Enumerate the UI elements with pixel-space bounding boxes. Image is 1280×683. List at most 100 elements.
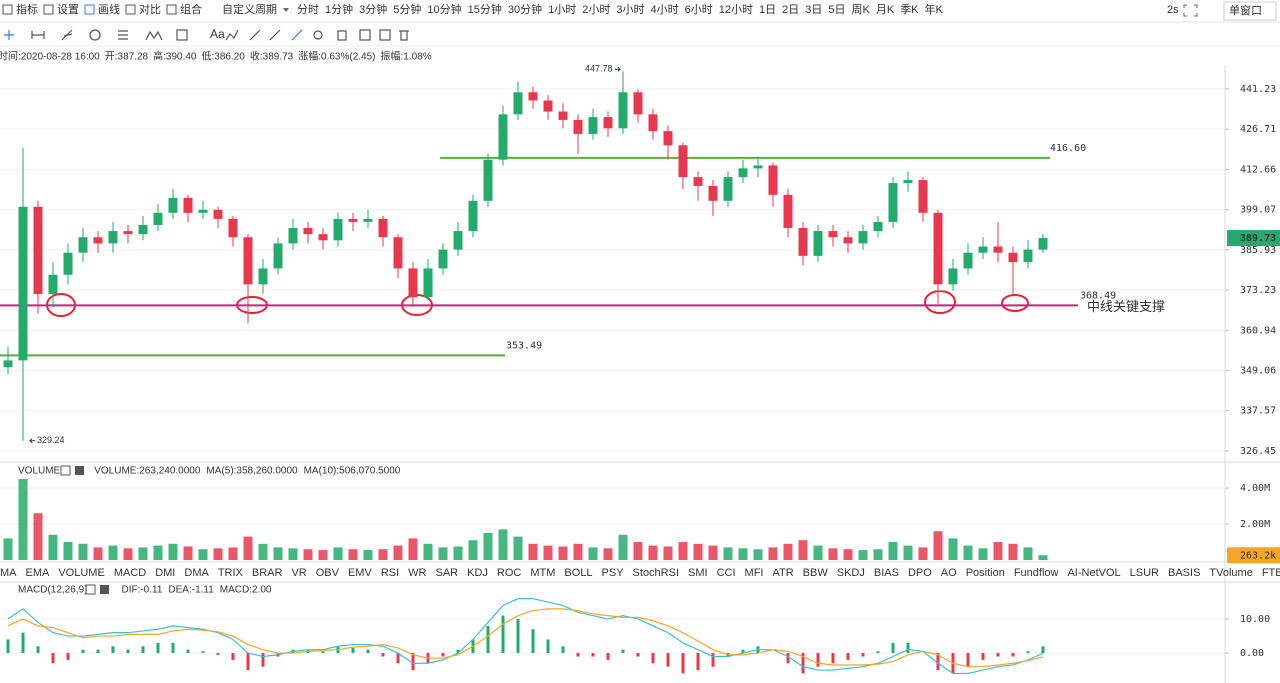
line-tool[interactable] bbox=[31, 31, 45, 39]
indicator-tab[interactable]: WR bbox=[408, 567, 426, 579]
ruler-tool[interactable] bbox=[269, 29, 281, 41]
period-button[interactable]: 3日 bbox=[805, 4, 822, 16]
indicator-tab[interactable]: BASIS bbox=[1168, 567, 1200, 579]
visible-tool[interactable] bbox=[359, 29, 371, 41]
indicator-tab[interactable]: PSY bbox=[602, 567, 625, 579]
period-button[interactable]: 2小时 bbox=[582, 3, 610, 16]
tool-button[interactable]: 组合 bbox=[180, 2, 202, 16]
indicator-tab[interactable]: BOLL bbox=[564, 567, 592, 579]
indicator-tab[interactable]: EMV bbox=[348, 567, 373, 579]
indicator-tab[interactable]: DPO bbox=[908, 567, 932, 579]
tool-icon[interactable] bbox=[43, 4, 54, 15]
indicator-tab[interactable]: MTM bbox=[530, 567, 555, 579]
indicator-tab[interactable]: MACD bbox=[114, 567, 146, 579]
period-button[interactable]: 年K bbox=[925, 2, 944, 16]
tool-icon[interactable] bbox=[166, 4, 177, 15]
indicator-tab[interactable]: MFI bbox=[745, 567, 764, 579]
indicator-tab[interactable]: TRIX bbox=[218, 567, 244, 579]
indicator-tab[interactable]: VOLUME bbox=[58, 567, 104, 579]
period-button[interactable]: 月K bbox=[876, 4, 895, 16]
indicator-tab[interactable]: SMI bbox=[688, 567, 708, 579]
indicator-tab[interactable]: EMA bbox=[26, 567, 51, 579]
period-button[interactable]: 4小时 bbox=[651, 3, 679, 16]
indicator-tab[interactable]: Position bbox=[966, 567, 1005, 579]
indicator-tab[interactable]: BRAR bbox=[252, 567, 283, 579]
indicator-tab[interactable]: CCI bbox=[717, 567, 736, 579]
candle-body bbox=[573, 119, 583, 134]
period-button[interactable]: 30分钟 bbox=[508, 2, 542, 16]
period-button[interactable]: 5日 bbox=[828, 4, 845, 16]
period-button[interactable]: 5分钟 bbox=[393, 2, 421, 16]
indicator-tab[interactable]: OBV bbox=[316, 567, 340, 579]
window-select[interactable] bbox=[1223, 1, 1277, 21]
period-button[interactable]: 1小时 bbox=[548, 3, 576, 16]
close-icon[interactable] bbox=[75, 466, 84, 475]
indicator-tab[interactable]: AI-NetVOL bbox=[1067, 567, 1120, 579]
period-button[interactable]: 周K bbox=[852, 3, 871, 16]
indicator-tab[interactable]: FTBS bbox=[1262, 567, 1280, 579]
period-button[interactable]: 10分钟 bbox=[427, 2, 461, 16]
fullscreen-icon[interactable] bbox=[1183, 4, 1198, 17]
tool-icon[interactable] bbox=[84, 4, 95, 15]
indicator-tab[interactable]: BBW bbox=[803, 567, 829, 579]
period-button[interactable]: 3分钟 bbox=[359, 2, 387, 16]
indicator-tab[interactable]: TVolume bbox=[1209, 567, 1252, 579]
delete-tool[interactable] bbox=[399, 30, 409, 41]
tool-button[interactable]: 对比 bbox=[139, 2, 161, 16]
tool-button[interactable]: 画线 bbox=[98, 2, 120, 16]
indicator-tab[interactable]: DMA bbox=[184, 567, 209, 579]
custom-period[interactable]: 自定义周期 bbox=[222, 2, 277, 16]
export-tool[interactable] bbox=[379, 29, 391, 41]
wave-tool[interactable] bbox=[145, 30, 163, 41]
indicator-tab[interactable]: BIAS bbox=[874, 567, 899, 579]
period-button[interactable]: 季K bbox=[900, 3, 919, 16]
indicator-tab[interactable]: RSI bbox=[381, 567, 399, 579]
indicator-tab[interactable]: LSUR bbox=[1130, 567, 1159, 579]
tool-icon[interactable] bbox=[125, 4, 136, 15]
candle-body bbox=[1023, 249, 1033, 263]
drawing-tools[interactable] bbox=[4, 29, 409, 41]
volume-bar bbox=[813, 545, 823, 560]
indicator-tab[interactable]: Fundflow bbox=[1014, 567, 1059, 579]
indicator-tab[interactable]: ATR bbox=[772, 567, 793, 579]
tool-icon[interactable] bbox=[2, 4, 13, 15]
tool-button[interactable]: 指标 bbox=[16, 2, 38, 16]
text-tool[interactable]: Aa bbox=[210, 27, 225, 41]
indicator-tab[interactable]: KDJ bbox=[467, 567, 488, 579]
close-icon[interactable] bbox=[100, 585, 109, 594]
macd-bar bbox=[606, 653, 610, 660]
volume-bar bbox=[408, 538, 418, 560]
settings-icon[interactable] bbox=[60, 465, 71, 476]
period-button[interactable]: 2日 bbox=[782, 4, 799, 16]
period-button[interactable]: 3小时 bbox=[616, 3, 644, 16]
settings-icon[interactable] bbox=[85, 584, 96, 595]
link-tool[interactable] bbox=[313, 30, 323, 40]
tool-button[interactable]: 设置 bbox=[57, 3, 79, 16]
grid-tool[interactable] bbox=[176, 29, 188, 41]
lock-tool[interactable] bbox=[337, 30, 347, 41]
period-button[interactable]: 分时 bbox=[297, 3, 319, 16]
shape-tool[interactable] bbox=[89, 29, 101, 41]
indicator-tab[interactable]: ROC bbox=[497, 567, 522, 579]
period-button[interactable]: 1日 bbox=[759, 4, 776, 16]
period-button[interactable]: 1分钟 bbox=[325, 2, 353, 16]
indicator-tab[interactable]: VR bbox=[291, 567, 306, 579]
indicator-tab[interactable]: MA bbox=[0, 567, 17, 579]
refresh-interval[interactable]: 2s bbox=[1167, 4, 1179, 16]
fib-tool[interactable] bbox=[118, 30, 128, 40]
trend-tool[interactable] bbox=[61, 29, 73, 41]
window-mode[interactable]: 单窗口 bbox=[1229, 3, 1262, 17]
volume-bar bbox=[558, 546, 568, 560]
period-button[interactable]: 6小时 bbox=[685, 3, 713, 16]
crosshair-tool[interactable] bbox=[4, 30, 14, 40]
brush-tool[interactable] bbox=[225, 29, 239, 41]
magnet-tool[interactable] bbox=[291, 29, 303, 41]
indicator-tab[interactable]: DMI bbox=[155, 567, 175, 579]
indicator-tab[interactable]: SKDJ bbox=[837, 567, 865, 579]
indicator-tab[interactable]: StochRSI bbox=[633, 567, 679, 579]
period-button[interactable]: 15分钟 bbox=[468, 2, 502, 16]
period-button[interactable]: 12小时 bbox=[719, 3, 753, 16]
indicator-tab[interactable]: AO bbox=[941, 567, 957, 579]
indicator-tab[interactable]: SAR bbox=[435, 567, 458, 579]
pen-tool[interactable] bbox=[249, 29, 261, 41]
